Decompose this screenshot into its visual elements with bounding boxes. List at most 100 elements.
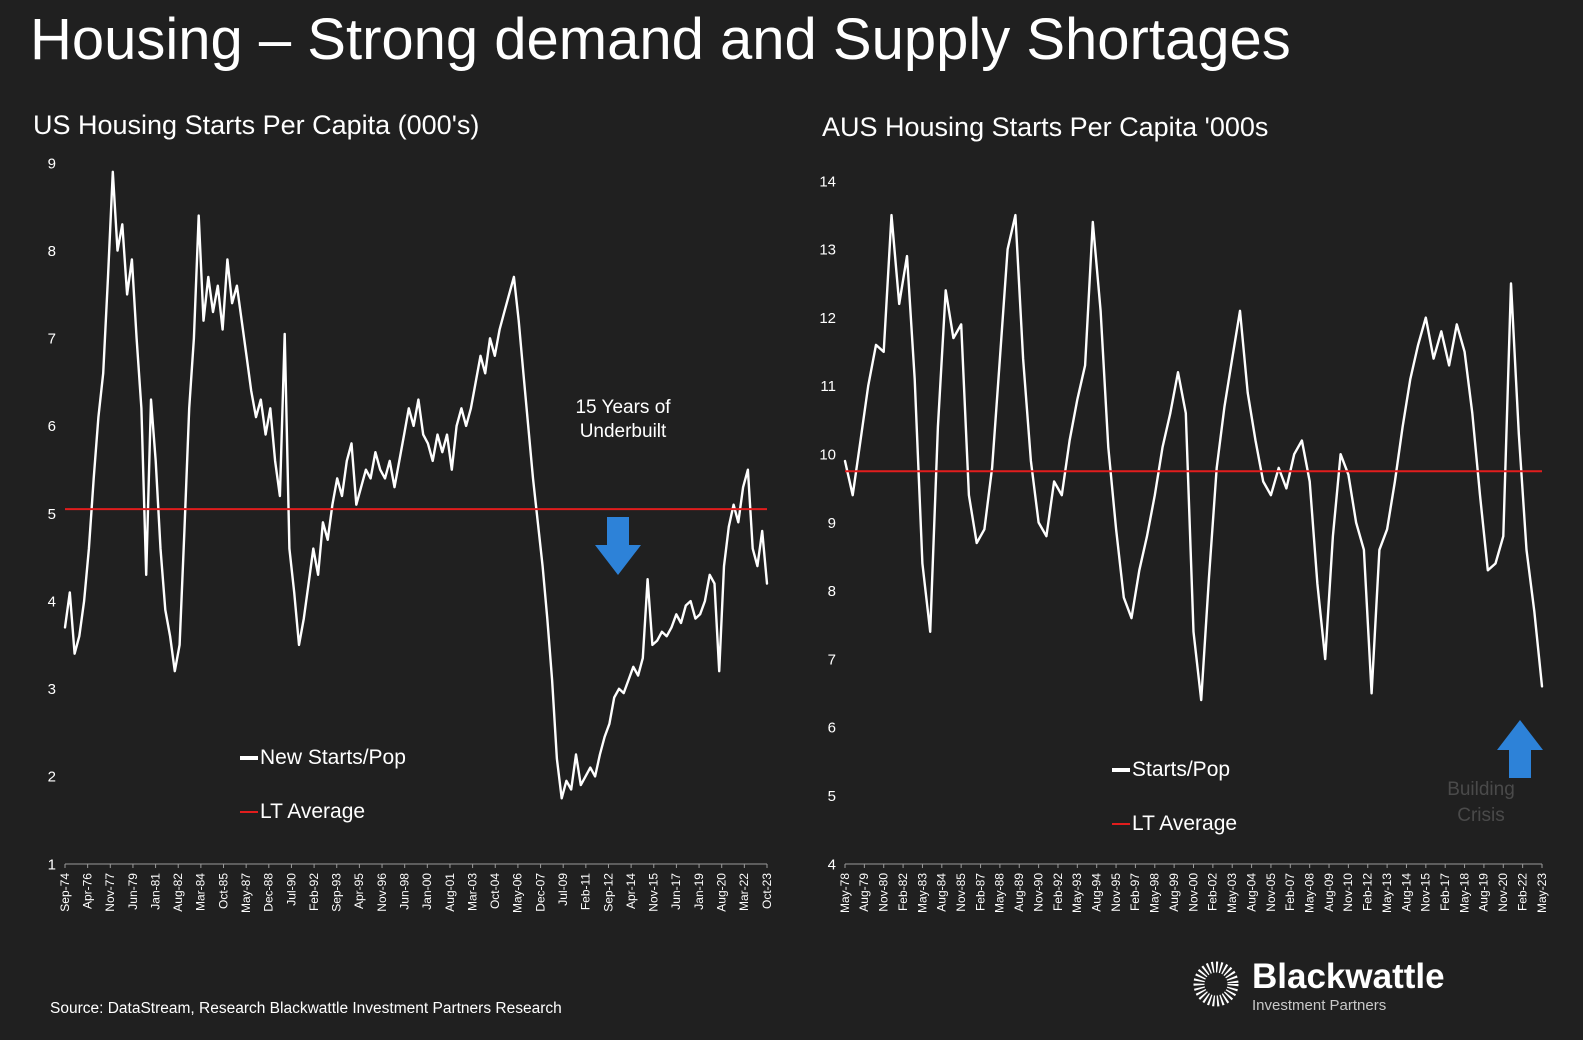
svg-text:Nov-10: Nov-10 xyxy=(1341,873,1355,912)
svg-text:Sep-93: Sep-93 xyxy=(330,873,344,912)
svg-text:Dec-07: Dec-07 xyxy=(533,873,547,912)
svg-text:Aug-01: Aug-01 xyxy=(443,873,457,912)
legend-label: LT Average xyxy=(260,800,366,823)
svg-text:Sep-74: Sep-74 xyxy=(58,873,72,912)
legend-item: LT Average xyxy=(1112,812,1237,836)
svg-text:6: 6 xyxy=(828,720,836,737)
svg-text:10: 10 xyxy=(819,446,836,463)
average-line-swatch xyxy=(240,811,258,813)
legend-item: New Starts/Pop xyxy=(240,746,406,770)
svg-text:Oct-85: Oct-85 xyxy=(216,873,230,909)
svg-text:Nov-15: Nov-15 xyxy=(1419,873,1433,912)
svg-text:1: 1 xyxy=(48,856,56,873)
svg-text:May-93: May-93 xyxy=(1070,873,1084,913)
aus-chart-title: AUS Housing Starts Per Capita '000s xyxy=(822,112,1269,142)
series-line-swatch xyxy=(1112,768,1130,772)
svg-text:4: 4 xyxy=(48,593,56,610)
svg-text:May-03: May-03 xyxy=(1225,873,1239,913)
svg-text:Sep-12: Sep-12 xyxy=(601,873,615,912)
aus-housing-chart-plot: 4 5 6 7 8 9 10 11 12 13 14 May-78 Aug-79 Nov-80 Feb-82… xyxy=(819,173,1549,913)
svg-text:Aug-99: Aug-99 xyxy=(1167,873,1181,912)
svg-text:Jul-09: Jul-09 xyxy=(556,873,570,906)
annotation-line: Crisis xyxy=(1457,805,1505,826)
annotation-line: 15 Years of xyxy=(575,397,671,418)
svg-text:Nov-80: Nov-80 xyxy=(877,873,891,912)
aus-housing-chart: 4 5 6 7 8 9 10 11 12 13 14 May-78 Aug-79 Nov-80 Feb-82… xyxy=(810,148,1570,948)
legend-item: LT Average xyxy=(240,800,406,824)
legend-item: Starts/Pop xyxy=(1112,758,1237,782)
svg-text:Apr-14: Apr-14 xyxy=(624,873,638,909)
svg-text:Feb-92: Feb-92 xyxy=(1051,873,1065,911)
svg-text:Aug-79: Aug-79 xyxy=(857,873,871,912)
legend-label: LT Average xyxy=(1132,812,1238,835)
svg-text:Nov-85: Nov-85 xyxy=(954,873,968,912)
svg-text:13: 13 xyxy=(819,242,836,259)
blackwattle-logo: Blackwattle Investment Partners xyxy=(1192,958,1445,1014)
svg-text:8: 8 xyxy=(48,243,56,260)
annotation-line: Underbuilt xyxy=(579,421,667,442)
legend-label: New Starts/Pop xyxy=(260,746,406,769)
svg-text:6: 6 xyxy=(48,418,56,435)
svg-text:May-87: May-87 xyxy=(239,873,253,913)
source-attribution: Source: DataStream, Research Blackwattle… xyxy=(50,1000,562,1017)
svg-text:Aug-19: Aug-19 xyxy=(1477,873,1491,912)
svg-text:Oct-04: Oct-04 xyxy=(488,873,502,909)
us-housing-chart: 1 2 3 4 5 6 7 8 9 Sep-74 Apr-76 Nov-77 Jun-79 Jan-81 A… xyxy=(30,148,775,948)
svg-text:Dec-88: Dec-88 xyxy=(262,873,276,912)
series-line xyxy=(63,170,769,800)
svg-text:Aug-84: Aug-84 xyxy=(935,873,949,912)
annotation-line: Building xyxy=(1447,779,1515,800)
legend-label: Starts/Pop xyxy=(1132,758,1231,781)
svg-text:Feb-17: Feb-17 xyxy=(1438,873,1452,911)
svg-text:14: 14 xyxy=(819,173,836,190)
svg-text:Feb-11: Feb-11 xyxy=(579,873,593,910)
svg-text:Nov-15: Nov-15 xyxy=(647,873,661,912)
series-line-swatch xyxy=(240,756,258,760)
svg-text:Nov-95: Nov-95 xyxy=(1109,873,1123,912)
underbuilt-annotation: 15 Years of Underbuilt xyxy=(523,396,723,444)
svg-text:May-18: May-18 xyxy=(1457,873,1471,913)
svg-text:Feb-92: Feb-92 xyxy=(307,873,321,911)
building-crisis-annotation: Building Crisis xyxy=(1426,777,1536,829)
svg-text:Feb-82: Feb-82 xyxy=(896,873,910,911)
svg-text:7: 7 xyxy=(48,331,56,348)
svg-text:Mar-22: Mar-22 xyxy=(737,873,751,911)
svg-text:7: 7 xyxy=(828,651,836,668)
svg-text:Feb-22: Feb-22 xyxy=(1515,873,1529,911)
svg-text:Aug-04: Aug-04 xyxy=(1244,873,1258,912)
down-arrow-icon xyxy=(595,517,641,575)
average-line-swatch xyxy=(1112,823,1130,825)
svg-text:Aug-82: Aug-82 xyxy=(171,873,185,912)
svg-text:Feb-87: Feb-87 xyxy=(973,873,987,911)
svg-text:Aug-89: Aug-89 xyxy=(1012,873,1026,912)
svg-text:Aug-09: Aug-09 xyxy=(1322,873,1336,912)
svg-text:May-13: May-13 xyxy=(1380,873,1394,913)
svg-text:Jan-00: Jan-00 xyxy=(420,873,434,910)
up-arrow-icon xyxy=(1497,720,1543,778)
svg-text:Feb-97: Feb-97 xyxy=(1128,873,1142,911)
svg-text:Feb-07: Feb-07 xyxy=(1283,873,1297,911)
svg-text:2: 2 xyxy=(48,769,56,786)
svg-text:8: 8 xyxy=(828,583,836,600)
svg-text:May-83: May-83 xyxy=(915,873,929,913)
svg-text:12: 12 xyxy=(819,310,836,327)
svg-text:4: 4 xyxy=(828,856,836,873)
svg-text:Jul-90: Jul-90 xyxy=(284,873,298,906)
svg-text:Feb-02: Feb-02 xyxy=(1206,873,1220,911)
svg-text:Oct-23: Oct-23 xyxy=(760,873,774,909)
series-line xyxy=(843,213,1544,702)
svg-text:Jan-81: Jan-81 xyxy=(148,873,162,910)
svg-text:May-06: May-06 xyxy=(511,873,525,913)
svg-text:May-88: May-88 xyxy=(993,873,1007,913)
svg-text:Aug-14: Aug-14 xyxy=(1399,873,1413,912)
svg-text:11: 11 xyxy=(820,378,836,395)
svg-text:3: 3 xyxy=(48,681,56,698)
svg-text:Nov-00: Nov-00 xyxy=(1186,873,1200,912)
svg-text:Aug-20: Aug-20 xyxy=(715,873,729,912)
svg-text:Nov-90: Nov-90 xyxy=(1031,873,1045,912)
svg-text:Apr-76: Apr-76 xyxy=(80,873,94,909)
svg-text:5: 5 xyxy=(48,506,56,523)
svg-text:9: 9 xyxy=(48,155,56,172)
svg-text:Jun-98: Jun-98 xyxy=(398,873,412,910)
